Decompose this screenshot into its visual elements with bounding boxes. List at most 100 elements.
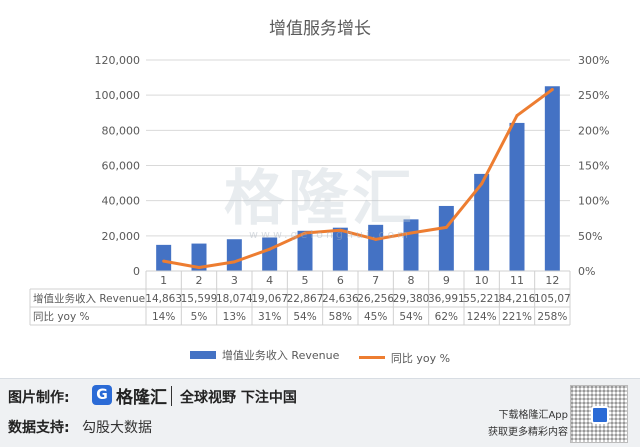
table-cell: 58% (329, 311, 352, 323)
y-right-tick-label: 100% (578, 195, 609, 208)
yoy-point (162, 259, 166, 263)
x-tick-label: 6 (337, 274, 344, 287)
table-cell: 14% (152, 311, 175, 323)
chart-title: 增值服务增长 (269, 19, 371, 39)
bar (474, 173, 490, 271)
qr-code-icon[interactable] (570, 385, 628, 443)
table-cell: 29,380 (393, 293, 430, 305)
x-tick-label: 12 (545, 274, 559, 287)
table-cell: 18,074 (216, 293, 253, 305)
bar (262, 237, 278, 271)
bar (156, 244, 172, 271)
download-app-text[interactable]: 下载格隆汇App (498, 410, 568, 421)
y-left-tick-label: 40,000 (102, 195, 141, 208)
y-right-tick-label: 300% (578, 54, 609, 67)
bar (509, 122, 525, 271)
data-support-value: 勾股大数据 (82, 420, 152, 436)
table-cell: 31% (258, 311, 281, 323)
data-support-label: 数据支持: (8, 420, 70, 436)
table-cell: 22,867 (287, 293, 324, 305)
x-tick-label: 10 (475, 274, 489, 287)
legend-item-yoy: 同比 yoy % (358, 350, 451, 366)
y-left-tick-label: 100,000 (95, 89, 141, 102)
chart-legend: 增值业务收入 Revenue 同比 yoy % (0, 347, 640, 366)
footer-banner: 图片制作: G 格隆汇 全球视野 下注中国 数据支持: 勾股大数据 下载格隆汇A… (0, 378, 640, 447)
x-tick-label: 3 (231, 274, 238, 287)
bar (332, 227, 348, 271)
y-left-tick-label: 0 (133, 265, 140, 278)
table-cell: 55,221 (463, 293, 500, 305)
yoy-point (550, 88, 554, 92)
yoy-point (268, 247, 272, 251)
legend-item-revenue: 增值业务收入 Revenue (189, 347, 340, 363)
legend-label-revenue: 增值业务收入 Revenue (221, 349, 340, 362)
x-tick-label: 7 (372, 274, 379, 287)
table-row-label: 同比 yoy % (33, 310, 90, 323)
bar (226, 239, 242, 271)
x-tick-label: 8 (408, 274, 415, 287)
y-right-tick-label: 250% (578, 89, 609, 102)
qr-logo-icon (591, 406, 609, 424)
watermark-url: www.gelonghui.com (249, 228, 411, 241)
table-cell: 19,067 (251, 293, 288, 305)
table-cell: 24,636 (322, 293, 359, 305)
x-tick-label: 11 (510, 274, 524, 287)
y-right-tick-label: 150% (578, 160, 609, 173)
bar (297, 230, 313, 271)
x-tick-label: 2 (196, 274, 203, 287)
yoy-point (480, 182, 484, 186)
y-right-tick-label: 50% (578, 230, 602, 243)
made-by-label: 图片制作: (8, 390, 70, 406)
brand-slogan: 全球视野 下注中国 (180, 390, 297, 406)
y-right-tick-label: 200% (578, 124, 609, 137)
yoy-line (163, 88, 554, 269)
yoy-point (338, 228, 342, 232)
yoy-point (409, 231, 413, 235)
table-cell: 124% (467, 311, 497, 323)
table-cell: 26,256 (357, 293, 394, 305)
x-tick-label: 4 (266, 274, 273, 287)
watermark-brand: 格隆汇 (224, 164, 416, 234)
yoy-point (232, 260, 236, 264)
y-left-tick-label: 80,000 (102, 124, 141, 137)
table-cell: 13% (223, 311, 246, 323)
table-row-label: 增值业务收入 Revenue (33, 292, 145, 305)
legend-label-yoy: 同比 yoy % (390, 351, 451, 365)
y-left-tick-label: 120,000 (95, 54, 141, 67)
table-cell: 5% (191, 311, 208, 323)
brand-divider (171, 386, 172, 406)
table-cell: 15,599 (181, 293, 218, 305)
more-content-text: 获取更多精彩内容 (488, 427, 568, 438)
table-cell: 62% (435, 311, 458, 323)
yoy-point (303, 231, 307, 235)
y-right-tick-label: 0% (578, 265, 595, 278)
table-cell: 14,863 (145, 293, 182, 305)
table-cell: 45% (364, 311, 387, 323)
x-tick-label: 1 (160, 274, 167, 287)
gelonghui-logo-icon: G (92, 385, 112, 405)
table-cell: 36,991 (428, 293, 465, 305)
legend-swatch-revenue (189, 351, 216, 359)
brand-name: 格隆汇 (116, 388, 167, 408)
y-left-tick-label: 20,000 (102, 230, 141, 243)
chart-area: 0 20,000 40,000 60,000 80,000 100,000 120,000 0… (0, 19, 640, 366)
x-tick-label: 9 (443, 274, 450, 287)
bar (368, 224, 384, 271)
table-cell: 258% (537, 311, 567, 323)
bar (438, 205, 454, 271)
chart-plot: 0 20,000 40,000 60,000 80,000 100,000 120,000 0… (29, 54, 609, 326)
x-tick-label: 5 (302, 274, 309, 287)
table-cell: 54% (399, 311, 422, 323)
yoy-point (444, 225, 448, 229)
table-cell: 221% (502, 311, 532, 323)
bar (191, 243, 207, 271)
yoy-point (197, 265, 201, 269)
y-left-tick-label: 60,000 (102, 160, 141, 173)
yoy-point (374, 237, 378, 241)
table-cell: 105,07 (534, 293, 571, 305)
legend-swatch-yoy (358, 356, 385, 359)
table-cell: 84,216 (499, 293, 536, 305)
bar (544, 86, 560, 271)
table-cell: 54% (293, 311, 316, 323)
yoy-point (515, 114, 519, 118)
